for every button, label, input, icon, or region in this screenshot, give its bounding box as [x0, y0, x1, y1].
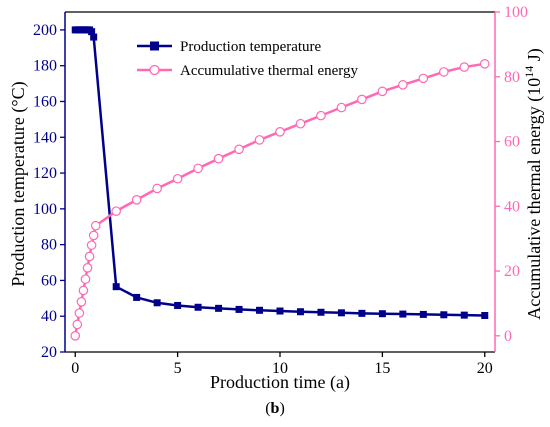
data-point-production-temperature [378, 310, 386, 318]
left-axis-tick-label: 140 [33, 129, 57, 146]
data-point-production-temperature [460, 311, 468, 319]
data-point-accumulative-thermal-energy [316, 110, 326, 121]
data-point-production-temperature [90, 33, 98, 41]
left-axis-tick-label: 120 [33, 165, 57, 182]
data-point-accumulative-thermal-energy [479, 59, 490, 69]
data-point-accumulative-thermal-energy [76, 297, 87, 307]
x-axis-tick-label: 0 [71, 360, 79, 377]
data-point-accumulative-thermal-energy [275, 127, 285, 137]
x-axis-tick-label: 15 [374, 360, 390, 377]
data-point-accumulative-thermal-energy [254, 135, 265, 145]
y-axis-right-title-main: Accumulative thermal energy (10 [524, 78, 545, 320]
data-point-accumulative-thermal-energy [152, 183, 162, 194]
data-point-accumulative-thermal-energy [90, 220, 101, 231]
data-point-accumulative-thermal-energy [295, 118, 306, 129]
data-point-production-temperature [337, 309, 345, 317]
data-point-accumulative-thermal-energy [234, 144, 244, 155]
left-axis-tick-label: 60 [41, 272, 57, 289]
data-point-accumulative-thermal-energy [80, 274, 91, 284]
data-point-accumulative-thermal-energy [398, 80, 408, 90]
data-point-production-temperature [174, 301, 182, 309]
legend: Production temperature Accumulative ther… [137, 39, 358, 79]
y-axis-left-title: Production temperature (°C) [8, 81, 29, 286]
right-axis-tick-label: 20 [504, 263, 520, 280]
caption-open: ( [265, 400, 270, 417]
right-axis-tick-label: 60 [504, 134, 520, 151]
data-point-production-temperature [419, 310, 427, 318]
data-point-accumulative-thermal-energy [84, 251, 95, 262]
x-axis-tick-label: 5 [174, 360, 182, 377]
data-point-accumulative-thermal-energy [357, 94, 367, 105]
data-point-accumulative-thermal-energy [131, 195, 142, 205]
data-point-accumulative-thermal-energy [111, 206, 121, 216]
data-point-production-temperature [399, 310, 407, 318]
left-axis-tick-label: 20 [41, 344, 57, 361]
figure-caption: (b) [265, 400, 285, 417]
y-axis-right-title-end: J) [524, 48, 545, 66]
data-point-production-temperature [317, 308, 325, 316]
right-axis: 0 20 40 60 80 100 [494, 4, 528, 352]
data-point-accumulative-thermal-energy [82, 263, 93, 273]
right-axis-tick-label: 100 [504, 4, 528, 21]
data-point-accumulative-thermal-energy [78, 285, 89, 296]
x-axis-tick-label: 10 [272, 360, 288, 377]
data-point-production-temperature [276, 307, 284, 315]
right-axis-tick-label: 80 [504, 69, 520, 86]
right-axis-tick-label: 0 [504, 328, 512, 345]
data-point-production-temperature [358, 309, 366, 317]
data-point-accumulative-thermal-energy [86, 240, 97, 250]
data-point-accumulative-thermal-energy [213, 153, 224, 164]
data-point-production-temperature [481, 311, 489, 319]
data-point-accumulative-thermal-energy [88, 230, 99, 241]
data-point-accumulative-thermal-energy [72, 319, 83, 330]
data-point-production-temperature [296, 308, 304, 316]
series-layer [70, 26, 490, 341]
data-point-accumulative-thermal-energy [418, 73, 429, 84]
left-axis-tick-label: 200 [33, 22, 57, 39]
x-axis-tick-label: 20 [477, 360, 493, 377]
legend-marker-energy [149, 64, 160, 76]
data-point-accumulative-thermal-energy [377, 86, 388, 97]
left-axis-tick-label: 180 [33, 58, 57, 75]
y-axis-right-title: Accumulative thermal energy (1014 J) [522, 48, 545, 320]
data-point-production-temperature [194, 303, 202, 311]
left-axis-tick-label: 40 [41, 308, 57, 325]
data-point-production-temperature [112, 283, 120, 291]
data-point-production-temperature [133, 293, 141, 301]
data-point-accumulative-thermal-energy [193, 163, 203, 174]
data-point-production-temperature [235, 305, 243, 313]
data-point-production-temperature [88, 28, 96, 36]
data-point-production-temperature [215, 304, 223, 312]
data-point-accumulative-thermal-energy [172, 173, 183, 184]
data-point-accumulative-thermal-energy [459, 62, 470, 72]
caption-close: ) [279, 400, 284, 417]
left-axis-tick-label: 80 [41, 237, 57, 254]
legend-label-energy: Accumulative thermal energy [180, 63, 358, 79]
right-axis-tick-label: 40 [504, 198, 520, 215]
data-point-production-temperature [153, 299, 161, 307]
legend-marker-temperature [150, 41, 159, 51]
y-axis-right-title-sup: 14 [522, 66, 536, 78]
data-point-accumulative-thermal-energy [439, 67, 449, 77]
left-axis-tick-label: 100 [33, 201, 57, 218]
left-axis: 20 40 60 80 100 120 140 160 180 200 [33, 12, 66, 361]
data-point-accumulative-thermal-energy [336, 102, 347, 113]
data-point-accumulative-thermal-energy [70, 331, 81, 341]
legend-label-temperature: Production temperature [180, 39, 322, 55]
data-point-production-temperature [256, 306, 264, 314]
caption-letter: b [271, 400, 280, 417]
data-point-accumulative-thermal-energy [74, 308, 85, 318]
bottom-axis: 0 5 10 15 20 [71, 352, 493, 377]
x-axis-title: Production time (a) [210, 372, 350, 393]
data-point-production-temperature [440, 311, 448, 319]
left-axis-tick-label: 160 [33, 93, 57, 110]
